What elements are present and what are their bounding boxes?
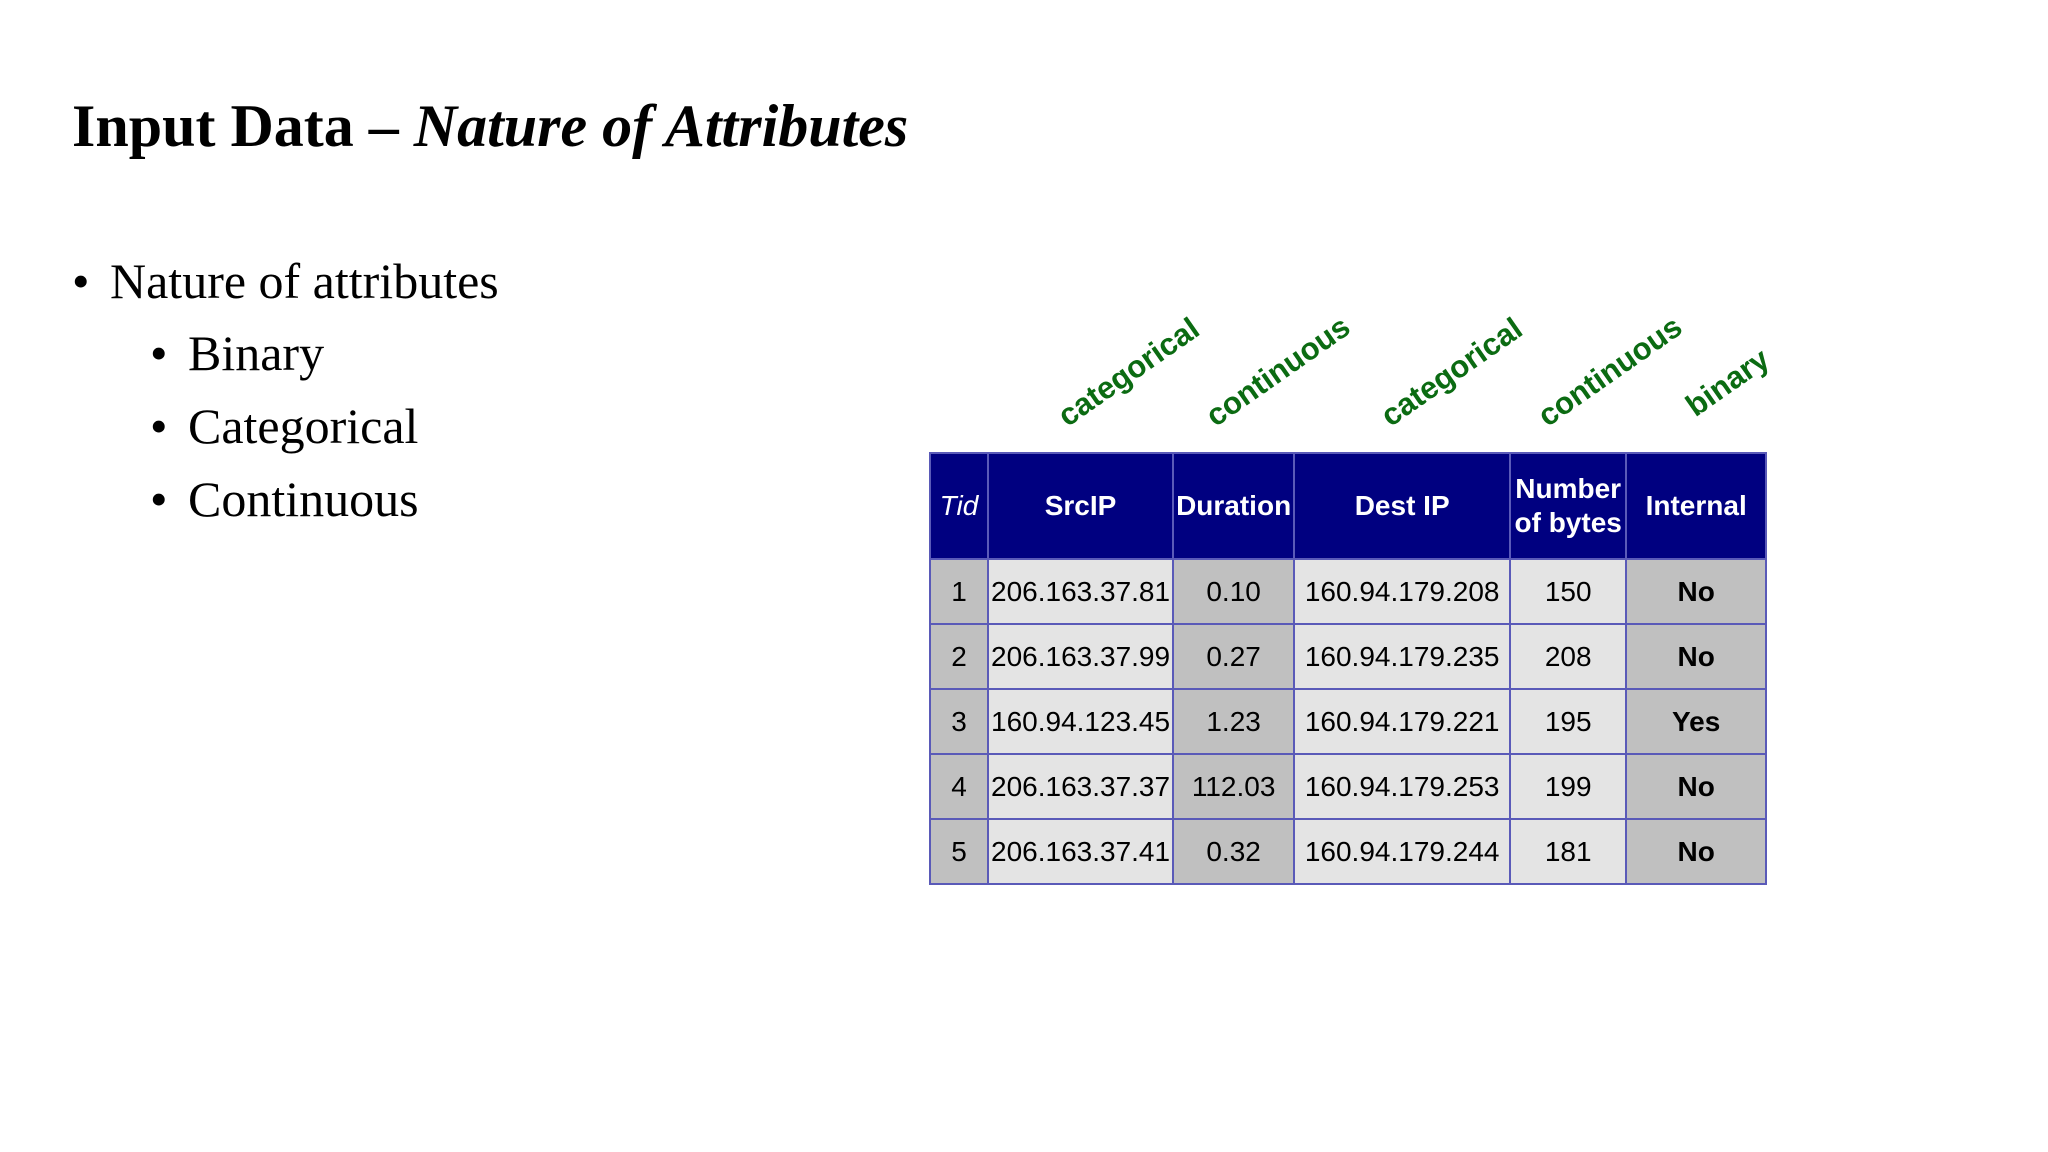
data-table: Tid SrcIP Duration Dest IP Number of byt… xyxy=(929,452,1768,885)
cell-destip: 160.94.179.253 xyxy=(1293,753,1512,820)
attr-type-duration: continuous xyxy=(1199,308,1357,434)
header-number-of-bytes: Number of bytes xyxy=(1509,452,1628,560)
bullet-text: Categorical xyxy=(188,398,419,454)
cell-destip: 160.94.179.208 xyxy=(1293,558,1512,625)
cell-internal: No xyxy=(1625,818,1768,885)
cell-internal: Yes xyxy=(1625,688,1768,755)
cell-srcip: 206.163.37.81 xyxy=(986,558,1175,625)
cell-destip: 160.94.179.235 xyxy=(1293,623,1512,690)
header-tid: Tid xyxy=(929,452,989,560)
cell-tid: 1 xyxy=(929,558,989,625)
header-internal: Internal xyxy=(1625,452,1768,560)
slide-title: Input Data – Nature of Attributes xyxy=(72,92,908,161)
cell-srcip: 206.163.37.99 xyxy=(986,623,1175,690)
cell-duration: 112.03 xyxy=(1172,753,1296,820)
cell-srcip: 206.163.37.41 xyxy=(986,818,1175,885)
cell-tid: 2 xyxy=(929,623,989,690)
cell-destip: 160.94.179.244 xyxy=(1293,818,1512,885)
attr-type-bytes: continuous xyxy=(1531,308,1689,434)
cell-bytes: 199 xyxy=(1509,753,1628,820)
cell-tid: 3 xyxy=(929,688,989,755)
cell-bytes: 208 xyxy=(1509,623,1628,690)
cell-destip: 160.94.179.221 xyxy=(1293,688,1512,755)
cell-tid: 5 xyxy=(929,818,989,885)
bullet-marker: • xyxy=(150,398,168,454)
attr-type-internal: binary xyxy=(1679,341,1776,424)
table-body: 1 206.163.37.81 0.10 160.94.179.208 150 No 2 20… xyxy=(929,558,1768,885)
cell-duration: 0.32 xyxy=(1172,818,1296,885)
attr-type-destip: categorical xyxy=(1374,310,1529,434)
cell-bytes: 150 xyxy=(1509,558,1628,625)
cell-bytes: 181 xyxy=(1509,818,1628,885)
title-italic: Nature of Attributes xyxy=(413,93,909,159)
table-row: 3 160.94.123.45 1.23 160.94.179.221 195 Yes xyxy=(929,688,1768,755)
cell-srcip: 206.163.37.37 xyxy=(986,753,1175,820)
bullet-text: Continuous xyxy=(188,471,419,527)
header-srcip: SrcIP xyxy=(986,452,1175,560)
table-row: 4 206.163.37.37 112.03 160.94.179.253 199 No xyxy=(929,753,1768,820)
cell-internal: No xyxy=(1625,753,1768,820)
cell-internal: No xyxy=(1625,623,1768,690)
bullet-marker: • xyxy=(72,253,90,309)
cell-internal: No xyxy=(1625,558,1768,625)
attr-type-srcip: categorical xyxy=(1051,310,1206,434)
cell-duration: 0.27 xyxy=(1172,623,1296,690)
bullet-text: Binary xyxy=(188,325,325,381)
table-row: 2 206.163.37.99 0.27 160.94.179.235 208 No xyxy=(929,623,1768,690)
bullet-text: Nature of attributes xyxy=(110,253,499,309)
bullet-marker: • xyxy=(150,471,168,527)
table-row: 1 206.163.37.81 0.10 160.94.179.208 150 No xyxy=(929,558,1768,625)
cell-bytes: 195 xyxy=(1509,688,1628,755)
cell-duration: 1.23 xyxy=(1172,688,1296,755)
table-header-row: Tid SrcIP Duration Dest IP Number of byt… xyxy=(929,452,1768,560)
header-duration: Duration xyxy=(1172,452,1296,560)
cell-tid: 4 xyxy=(929,753,989,820)
cell-srcip: 160.94.123.45 xyxy=(986,688,1175,755)
bullet-marker: • xyxy=(150,325,168,381)
table-row: 5 206.163.37.41 0.32 160.94.179.244 181 No xyxy=(929,818,1768,885)
header-destip: Dest IP xyxy=(1293,452,1512,560)
cell-duration: 0.10 xyxy=(1172,558,1296,625)
title-main: Input Data – xyxy=(72,93,414,159)
